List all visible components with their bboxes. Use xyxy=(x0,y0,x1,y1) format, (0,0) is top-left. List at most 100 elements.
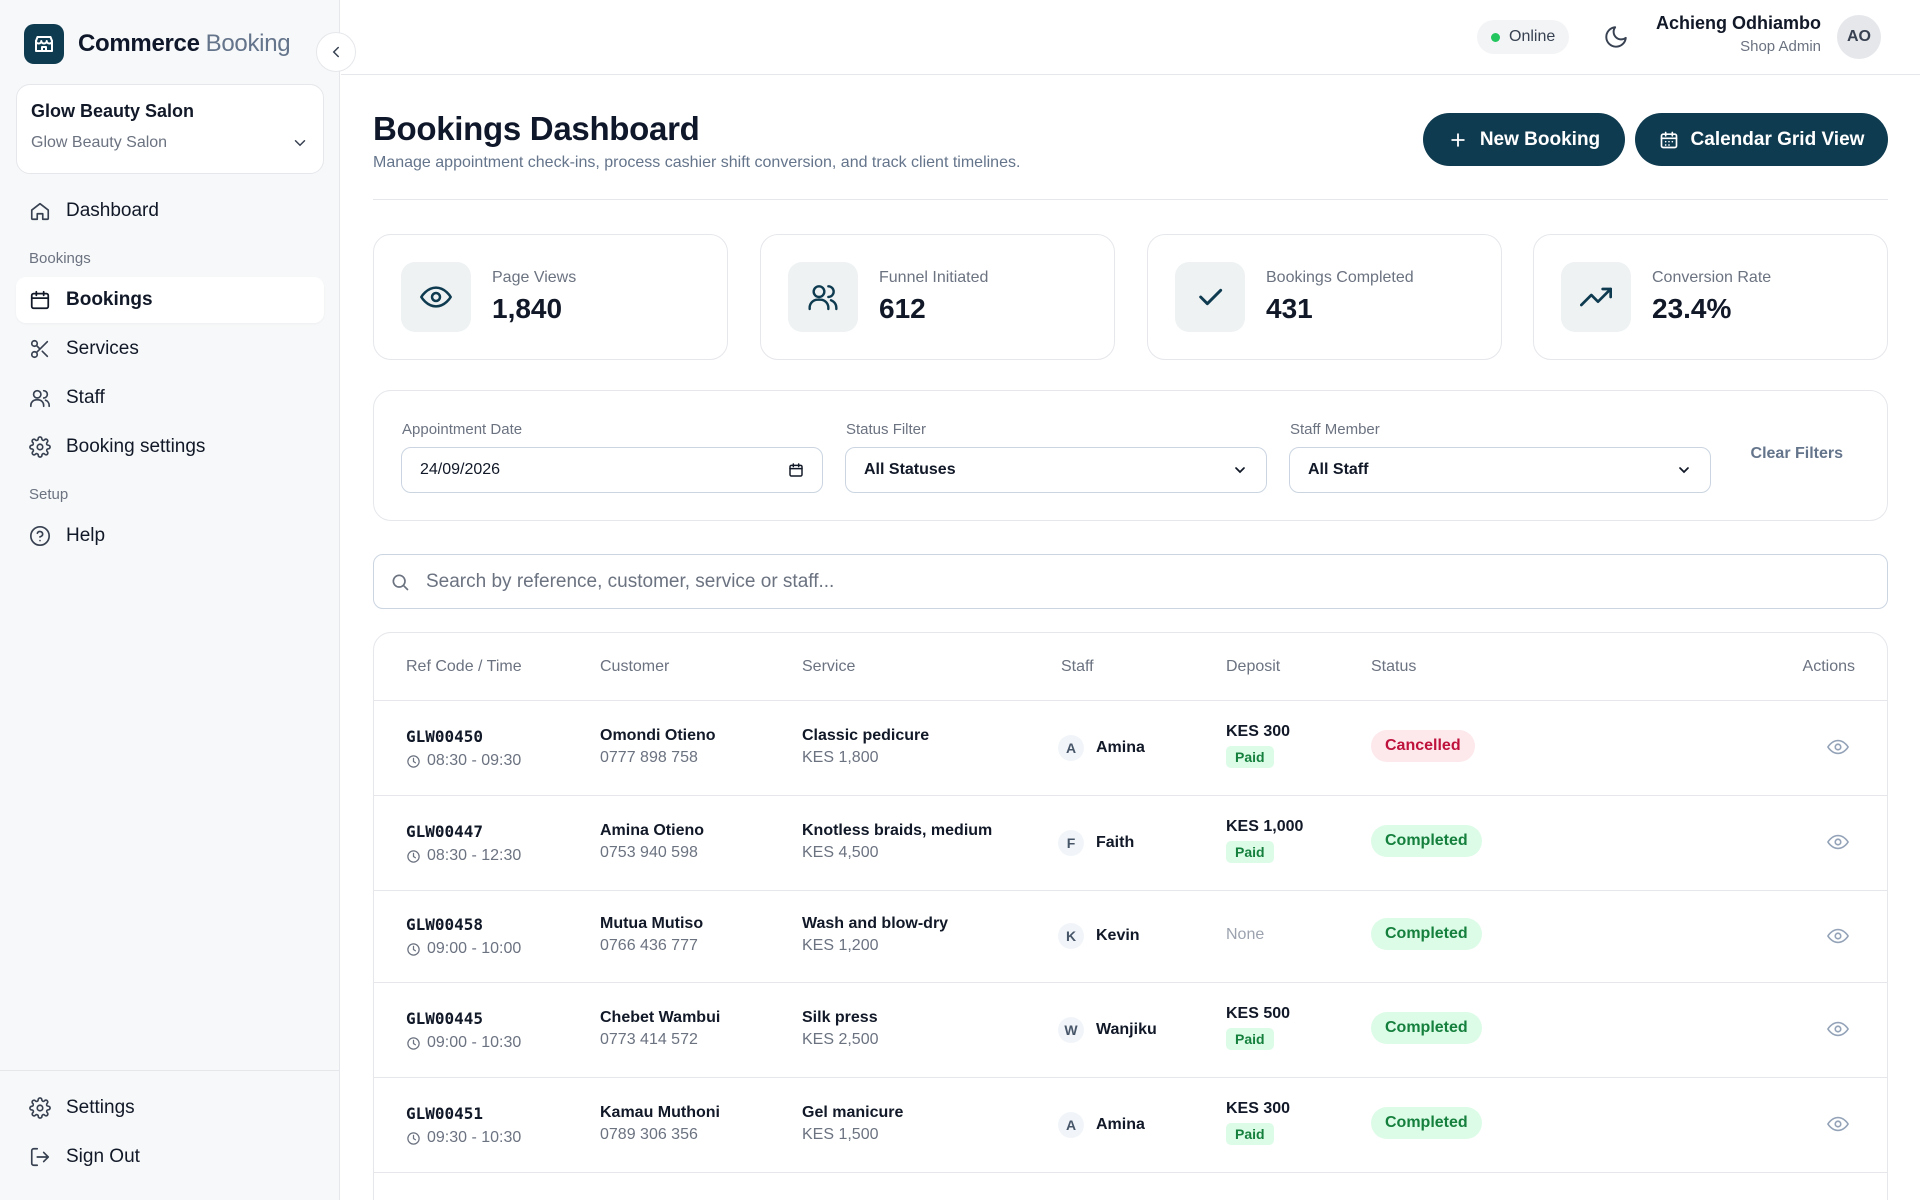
table-row[interactable]: GLW00451 09:30 - 10:30 Kamau Muthoni 078… xyxy=(374,1078,1887,1173)
brand[interactable]: Commerce Booking xyxy=(24,24,291,64)
sidebar-item-label: Settings xyxy=(66,1097,135,1118)
stat-label: Conversion Rate xyxy=(1652,269,1772,286)
staff-name: Wanjiku xyxy=(1096,1021,1157,1038)
service-price: KES 1,800 xyxy=(802,749,879,766)
view-booking-button[interactable] xyxy=(1827,831,1849,853)
gear-icon xyxy=(28,435,52,459)
sidebar-item-label: Dashboard xyxy=(66,200,159,221)
staff-member-select[interactable]: All Staff xyxy=(1289,447,1711,493)
column-header-staff[interactable]: Staff xyxy=(1061,657,1094,675)
new-booking-button[interactable]: New Booking xyxy=(1423,113,1625,166)
search-input[interactable]: Search by reference, customer, service o… xyxy=(373,554,1888,609)
staff-initial-badge: F xyxy=(1058,830,1084,856)
deposit-status-badge: Paid xyxy=(1226,1123,1274,1145)
table-row[interactable]: GLW00447 08:30 - 12:30 Amina Otieno 0753… xyxy=(374,796,1887,891)
customer-phone: 0766 436 777 xyxy=(600,937,698,954)
column-header-status[interactable]: Status xyxy=(1371,657,1417,675)
appointment-date-input[interactable]: 24/09/2026 xyxy=(401,447,823,493)
view-booking-button[interactable] xyxy=(1827,1113,1849,1135)
booking-ref: GLW00450 xyxy=(406,727,484,746)
brand-name-suffix: Booking xyxy=(205,30,291,57)
sidebar-item-sign-out[interactable]: Sign Out xyxy=(16,1134,324,1180)
deposit-status-badge: Paid xyxy=(1226,746,1274,768)
stat-value: 23.4% xyxy=(1652,293,1732,324)
clear-filters-button[interactable]: Clear Filters xyxy=(1750,445,1843,462)
sidebar-item-label: Bookings xyxy=(66,289,153,310)
sidebar-item-dashboard[interactable]: Dashboard xyxy=(16,188,324,234)
shop-name: Glow Beauty Salon xyxy=(31,101,195,121)
status-filter-select[interactable]: All Statuses xyxy=(845,447,1267,493)
sidebar-item-settings[interactable]: Settings xyxy=(16,1085,324,1131)
calendar-grid-view-button[interactable]: Calendar Grid View xyxy=(1635,113,1888,166)
table-row[interactable]: GLW00458 09:00 - 10:00 Mutua Mutiso 0766… xyxy=(374,891,1887,983)
sidebar-nav: Dashboard Bookings Bookings Services Sta… xyxy=(16,188,324,562)
customer-phone: 0789 306 356 xyxy=(600,1126,698,1143)
shop-switcher[interactable]: Glow Beauty Salon Glow Beauty Salon xyxy=(16,84,324,174)
staff-filter-label: Staff Member xyxy=(1290,421,1380,438)
column-header-customer[interactable]: Customer xyxy=(600,657,670,675)
top-bar: Online Achieng Odhiambo Shop Admin AO xyxy=(341,0,1920,75)
status-filter-label: Status Filter xyxy=(846,421,927,438)
sidebar-item-services[interactable]: Services xyxy=(16,326,324,372)
header-divider xyxy=(373,199,1888,200)
service-name: Knotless braids, medium xyxy=(802,822,993,839)
stat-value: 612 xyxy=(879,293,926,324)
sidebar-item-help[interactable]: Help xyxy=(16,513,324,559)
customer-name: Amina Otieno xyxy=(600,822,705,839)
shop-select-value: Glow Beauty Salon xyxy=(31,134,168,151)
clock-icon xyxy=(406,1036,427,1051)
view-booking-button[interactable] xyxy=(1827,736,1849,758)
sidebar-item-staff[interactable]: Staff xyxy=(16,375,324,421)
column-header-deposit[interactable]: Deposit xyxy=(1226,657,1281,675)
table-header-divider xyxy=(374,700,1887,701)
sidebar-item-label: Booking settings xyxy=(66,436,206,457)
filters-panel: Appointment Date 24/09/2026 Status Filte… xyxy=(373,390,1888,521)
status-badge: Online xyxy=(1477,20,1570,54)
booking-time: 08:30 - 12:30 xyxy=(406,847,521,865)
collapse-sidebar-button[interactable] xyxy=(316,32,356,72)
avatar[interactable]: AO xyxy=(1837,15,1881,59)
status-filter-value: All Statuses xyxy=(864,461,956,478)
log-out-icon xyxy=(28,1145,52,1169)
sidebar-item-label: Services xyxy=(66,338,139,359)
table-row[interactable]: GLW00450 08:30 - 09:30 Omondi Otieno 077… xyxy=(374,701,1887,796)
status-badge: Completed xyxy=(1371,1107,1482,1139)
stat-card-page-views: Page Views 1,840 xyxy=(373,234,728,360)
sidebar-item-bookings[interactable]: Bookings xyxy=(16,277,324,323)
deposit-amount: KES 300 xyxy=(1226,1100,1291,1117)
status-text: Online xyxy=(1509,28,1556,45)
time-text: 08:30 - 09:30 xyxy=(427,752,522,769)
customer-name: Chebet Wambui xyxy=(600,1009,721,1026)
service-price: KES 1,500 xyxy=(802,1126,879,1143)
sidebar-item-label: Staff xyxy=(66,387,105,408)
view-booking-button[interactable] xyxy=(1827,1018,1849,1040)
booking-ref: GLW00451 xyxy=(406,1104,484,1123)
table-row[interactable]: GLW00445 09:00 - 10:30 Chebet Wambui 077… xyxy=(374,983,1887,1078)
search-icon xyxy=(390,572,410,592)
staff-name: Kevin xyxy=(1096,927,1140,944)
customer-name: Kamau Muthoni xyxy=(600,1104,720,1121)
stat-card-conversion-rate: Conversion Rate 23.4% xyxy=(1533,234,1888,360)
shop-select[interactable]: Glow Beauty Salon xyxy=(31,134,309,152)
service-price: KES 1,200 xyxy=(802,937,879,954)
staff-initial-badge: A xyxy=(1058,735,1084,761)
column-header-actions: Actions xyxy=(1802,657,1855,675)
eye-icon xyxy=(1827,1113,1849,1135)
page-subtitle: Manage appointment check-ins, process ca… xyxy=(373,154,1021,171)
chevron-down-icon xyxy=(1676,462,1692,478)
stat-label: Funnel Initiated xyxy=(879,269,989,286)
column-header-service[interactable]: Service xyxy=(802,657,856,675)
user-info[interactable]: Achieng Odhiambo Shop Admin xyxy=(1656,13,1821,55)
stat-value: 431 xyxy=(1266,293,1313,324)
moon-icon[interactable] xyxy=(1603,24,1629,50)
deposit-amount: KES 1,000 xyxy=(1226,818,1304,835)
booking-time: 09:00 - 10:30 xyxy=(406,1034,521,1052)
column-header-ref[interactable]: Ref Code / Time xyxy=(406,657,522,675)
staff-filter-value: All Staff xyxy=(1308,461,1369,478)
booking-time: 08:30 - 09:30 xyxy=(406,752,521,770)
calendar-icon[interactable] xyxy=(788,462,804,478)
sidebar-item-booking-settings[interactable]: Booking settings xyxy=(16,424,324,470)
customer-phone: 0753 940 598 xyxy=(600,844,698,861)
view-booking-button[interactable] xyxy=(1827,925,1849,947)
eye-icon xyxy=(1827,831,1849,853)
